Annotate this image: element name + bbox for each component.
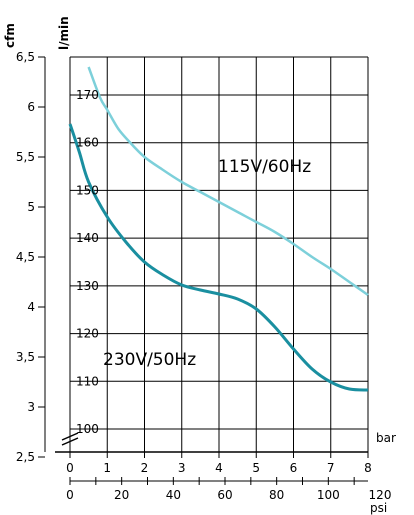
psi-axis-label: psi [370, 501, 387, 515]
bar-axis-label: bar [376, 431, 396, 445]
cfm-tick-label: 6 [27, 100, 35, 114]
bar-tick-label: 4 [215, 461, 223, 475]
axis-break-mark [61, 437, 79, 446]
bar-tick-label: 1 [103, 461, 111, 475]
series-line-0 [87, 66, 369, 297]
bar-tick-label: 2 [141, 461, 149, 475]
bar-tick-label: 7 [327, 461, 335, 475]
series-label-230v: 230V/50Hz [103, 350, 196, 370]
axes [38, 56, 369, 485]
lmin-tick-label: 110 [76, 374, 99, 388]
cfm-tick-label: 4,5 [16, 250, 35, 264]
series-line-1 [68, 123, 369, 392]
lmin-tick-label: 130 [76, 279, 99, 293]
series-label-115v: 115V/60Hz [218, 157, 311, 177]
bar-tick-label: 0 [66, 461, 74, 475]
cfm-tick-label: 4 [27, 300, 35, 314]
bar-tick-label: 6 [290, 461, 298, 475]
tick-labels: 6,565,554,543,532,5170160150140130120110… [16, 50, 392, 502]
bar-tick-label: 5 [252, 461, 260, 475]
cfm-tick-label: 6,5 [16, 50, 35, 64]
lmin-tick-label: 150 [76, 183, 99, 197]
lmin-tick-label: 170 [76, 88, 99, 102]
grid [69, 56, 369, 452]
lmin-tick-label: 160 [76, 136, 99, 150]
lmin-tick-label: 100 [76, 422, 99, 436]
cfm-tick-label: 2,5 [16, 450, 35, 464]
psi-tick-label: 0 [66, 488, 74, 502]
cfm-tick-label: 5,5 [16, 150, 35, 164]
bar-tick-label: 8 [364, 461, 372, 475]
psi-tick-label: 120 [369, 488, 392, 502]
lmin-tick-label: 120 [76, 327, 99, 341]
lmin-axis-label: l/min [57, 16, 71, 50]
cfm-tick-label: 3,5 [16, 350, 35, 364]
psi-tick-label: 20 [114, 488, 129, 502]
cfm-tick-label: 3 [27, 400, 35, 414]
cfm-axis-label: cfm [3, 23, 17, 48]
lmin-tick-label: 140 [76, 231, 99, 245]
psi-tick-label: 80 [269, 488, 284, 502]
psi-tick-label: 40 [166, 488, 181, 502]
series-group [68, 66, 369, 392]
psi-tick-label: 100 [317, 488, 340, 502]
cfm-tick-label: 5 [27, 200, 35, 214]
psi-tick-label: 60 [217, 488, 232, 502]
axis-break-mark [61, 432, 79, 441]
bar-tick-label: 3 [178, 461, 186, 475]
